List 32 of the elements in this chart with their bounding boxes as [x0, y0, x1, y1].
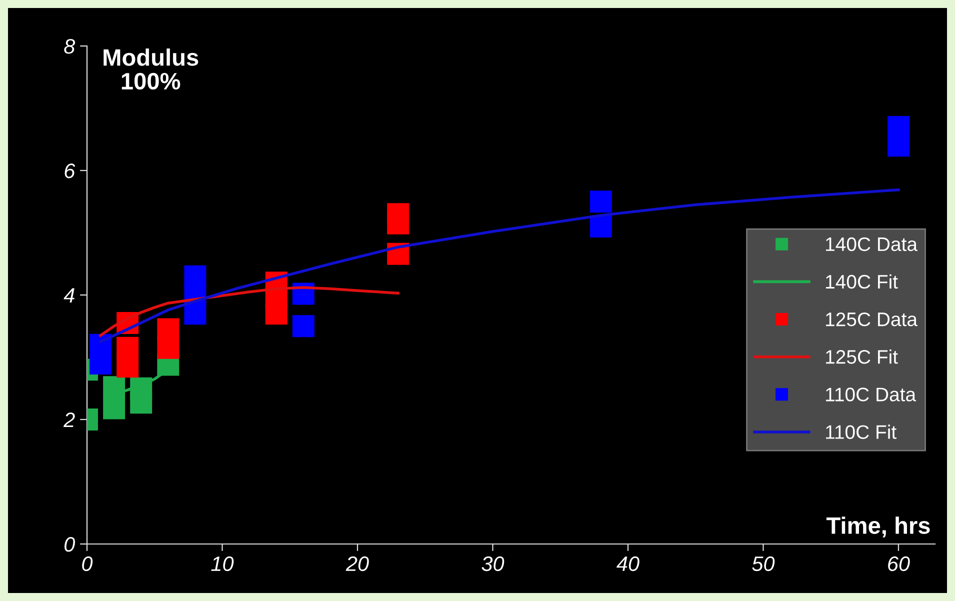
point [265, 302, 288, 325]
x-tick-label: 30 [482, 556, 504, 572]
x-tick-label: 40 [616, 556, 640, 572]
point [130, 392, 152, 414]
point [590, 190, 612, 213]
x-axis-title: Time, hrs [826, 516, 930, 538]
legend-label: 125C Fit [826, 350, 898, 364]
y-tick-label: 2 [63, 412, 75, 428]
point [888, 134, 910, 157]
y-tick-label: 4 [64, 288, 74, 303]
legend-label: 140C Data [826, 237, 918, 252]
point [292, 315, 314, 338]
x-tick-label: 50 [752, 556, 775, 572]
legend-label: 110C Fit [826, 424, 896, 439]
point [90, 352, 112, 374]
legend-label: 140C Fit [826, 274, 898, 289]
x-tick-label: 10 [211, 556, 234, 572]
point [103, 397, 126, 420]
x-tick-label: 20 [346, 556, 369, 572]
legend-label: 125C Data [826, 312, 918, 326]
x-tick-label: 60 [888, 556, 910, 572]
x-tick-label: 0 [82, 556, 93, 572]
point [116, 356, 139, 378]
point [590, 216, 612, 238]
y-axis-title: Modulus 100% [104, 48, 198, 90]
legend-label: 110C Data [826, 388, 916, 402]
y-tick-label: 6 [64, 164, 76, 178]
y-tick-label: 8 [64, 39, 76, 54]
point [387, 212, 410, 234]
point [184, 302, 206, 325]
y-tick-label: 0 [64, 537, 76, 552]
point [157, 336, 180, 359]
